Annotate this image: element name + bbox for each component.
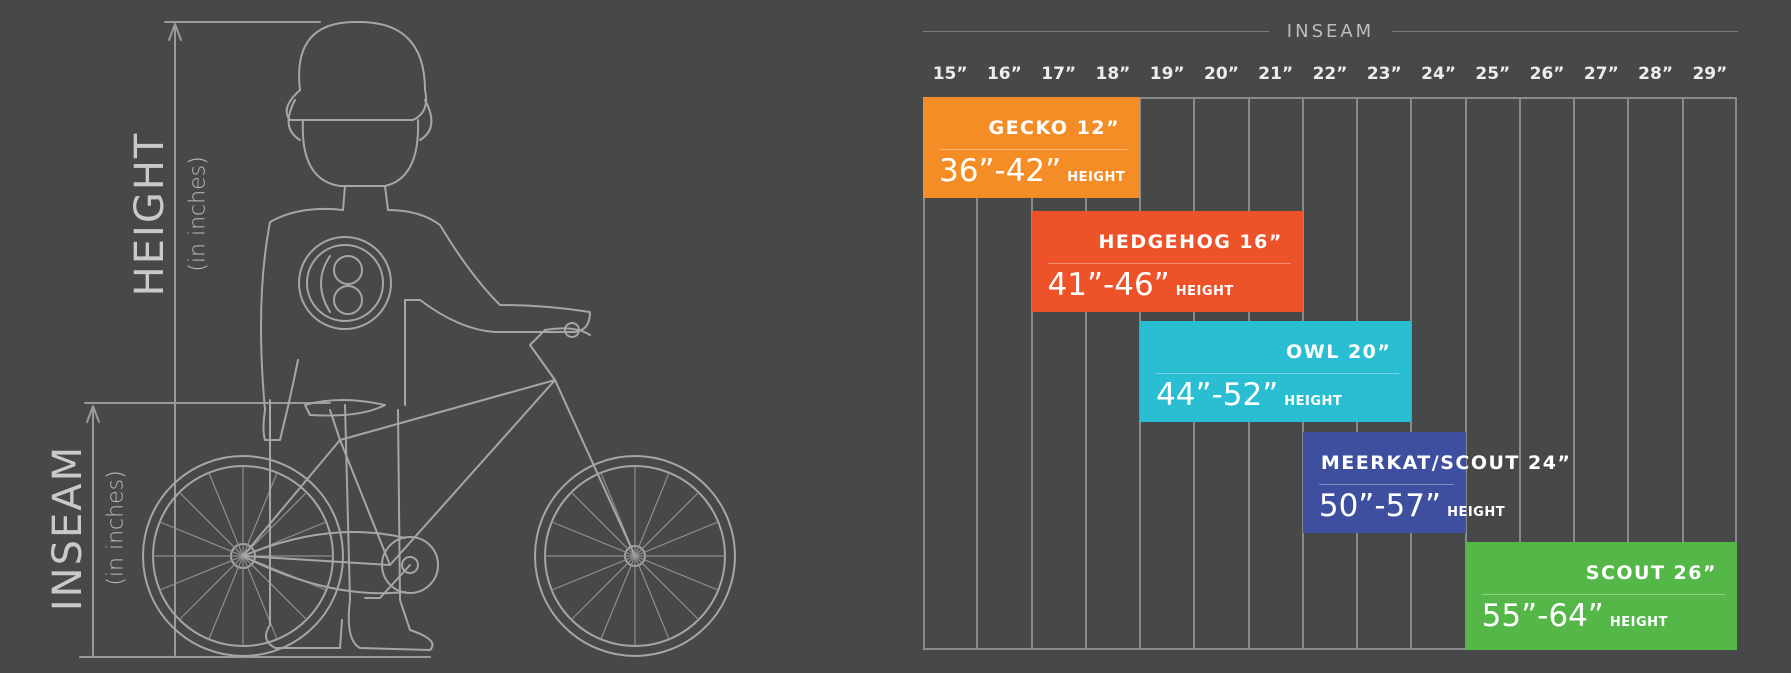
x-tick-label: 26” bbox=[1529, 64, 1565, 84]
x-tick-label: 24” bbox=[1421, 64, 1456, 84]
height-unit-label: HEIGHT bbox=[1067, 170, 1126, 185]
height-range-value: 44”-52” bbox=[1156, 377, 1279, 414]
child-bike-illustration bbox=[79, 20, 736, 658]
size-bar: GECKO 12” 36”-42” HEIGHT bbox=[923, 97, 1141, 198]
chart-grid-frame bbox=[923, 97, 1737, 650]
chart-title: INSEAM bbox=[1286, 20, 1375, 42]
height-range: 50”-57” HEIGHT bbox=[1319, 488, 1505, 524]
gridline bbox=[1627, 97, 1630, 650]
height-range: 55”-64” HEIGHT bbox=[1482, 598, 1668, 634]
size-bar: SCOUT 26” 55”-64” HEIGHT bbox=[1465, 542, 1737, 650]
gridline bbox=[1464, 97, 1467, 650]
height-unit-label: HEIGHT bbox=[1284, 394, 1343, 410]
size-bar: MEERKAT/SCOUT 24” 50”-57” HEIGHT bbox=[1302, 431, 1570, 533]
bike-model-name: HEDGEHOG 16” bbox=[1098, 230, 1283, 253]
x-tick-label: 22” bbox=[1312, 64, 1348, 84]
x-tick-label: 21” bbox=[1258, 64, 1294, 84]
gridline bbox=[1573, 97, 1576, 650]
x-tick-label: 15” bbox=[932, 64, 968, 84]
height-unit-label: HEIGHT bbox=[1447, 504, 1506, 520]
gridline bbox=[976, 97, 979, 650]
height-unit-label: HEIGHT bbox=[1609, 615, 1668, 631]
x-tick-label: 23” bbox=[1366, 64, 1402, 84]
chart-header: INSEAM bbox=[923, 18, 1739, 44]
height-range-value: 55”-64” bbox=[1481, 598, 1604, 635]
x-tick-label: 20” bbox=[1204, 64, 1239, 84]
x-tick-label: 27” bbox=[1583, 64, 1619, 84]
x-tick-label: 16” bbox=[986, 64, 1022, 84]
gridline bbox=[1084, 97, 1087, 650]
height-range: 44”-52” HEIGHT bbox=[1156, 377, 1342, 413]
height-unit-label: HEIGHT bbox=[1175, 283, 1234, 299]
height-range-value: 36”-42” bbox=[939, 153, 1062, 189]
height-range-value: 50”-57” bbox=[1318, 487, 1442, 524]
bar-divider bbox=[1156, 373, 1400, 375]
gridline bbox=[1410, 97, 1413, 650]
size-bar: OWL 20” 44”-52” HEIGHT bbox=[1140, 321, 1412, 423]
height-range: 36”-42” HEIGHT bbox=[939, 153, 1125, 189]
header-rule-right bbox=[1392, 30, 1739, 32]
x-tick-label: 28” bbox=[1638, 64, 1674, 84]
height-range-value: 41”-46” bbox=[1047, 266, 1170, 303]
size-bar: HEDGEHOG 16” 41”-46” HEIGHT bbox=[1031, 210, 1303, 312]
x-tick-label: 25” bbox=[1475, 64, 1511, 84]
gridline bbox=[1030, 97, 1033, 650]
bar-divider bbox=[1481, 594, 1725, 596]
bar-divider bbox=[1318, 483, 1454, 485]
bike-model-name: GECKO 12” bbox=[988, 117, 1121, 139]
bike-model-name: SCOUT 26” bbox=[1585, 562, 1717, 585]
bar-divider bbox=[1047, 262, 1291, 264]
bike-model-name: OWL 20” bbox=[1286, 341, 1392, 364]
header-rule-left bbox=[923, 30, 1269, 32]
gridline bbox=[1518, 97, 1521, 650]
x-tick-label: 29” bbox=[1692, 64, 1728, 84]
x-tick-label: 17” bbox=[1041, 64, 1077, 84]
bar-divider bbox=[939, 149, 1129, 150]
gridline bbox=[1681, 97, 1684, 650]
x-tick-label: 19” bbox=[1149, 64, 1185, 84]
bike-model-name: MEERKAT/SCOUT 24” bbox=[1320, 451, 1572, 474]
x-tick-label: 18” bbox=[1095, 64, 1131, 84]
height-range: 41”-46” HEIGHT bbox=[1048, 267, 1234, 303]
